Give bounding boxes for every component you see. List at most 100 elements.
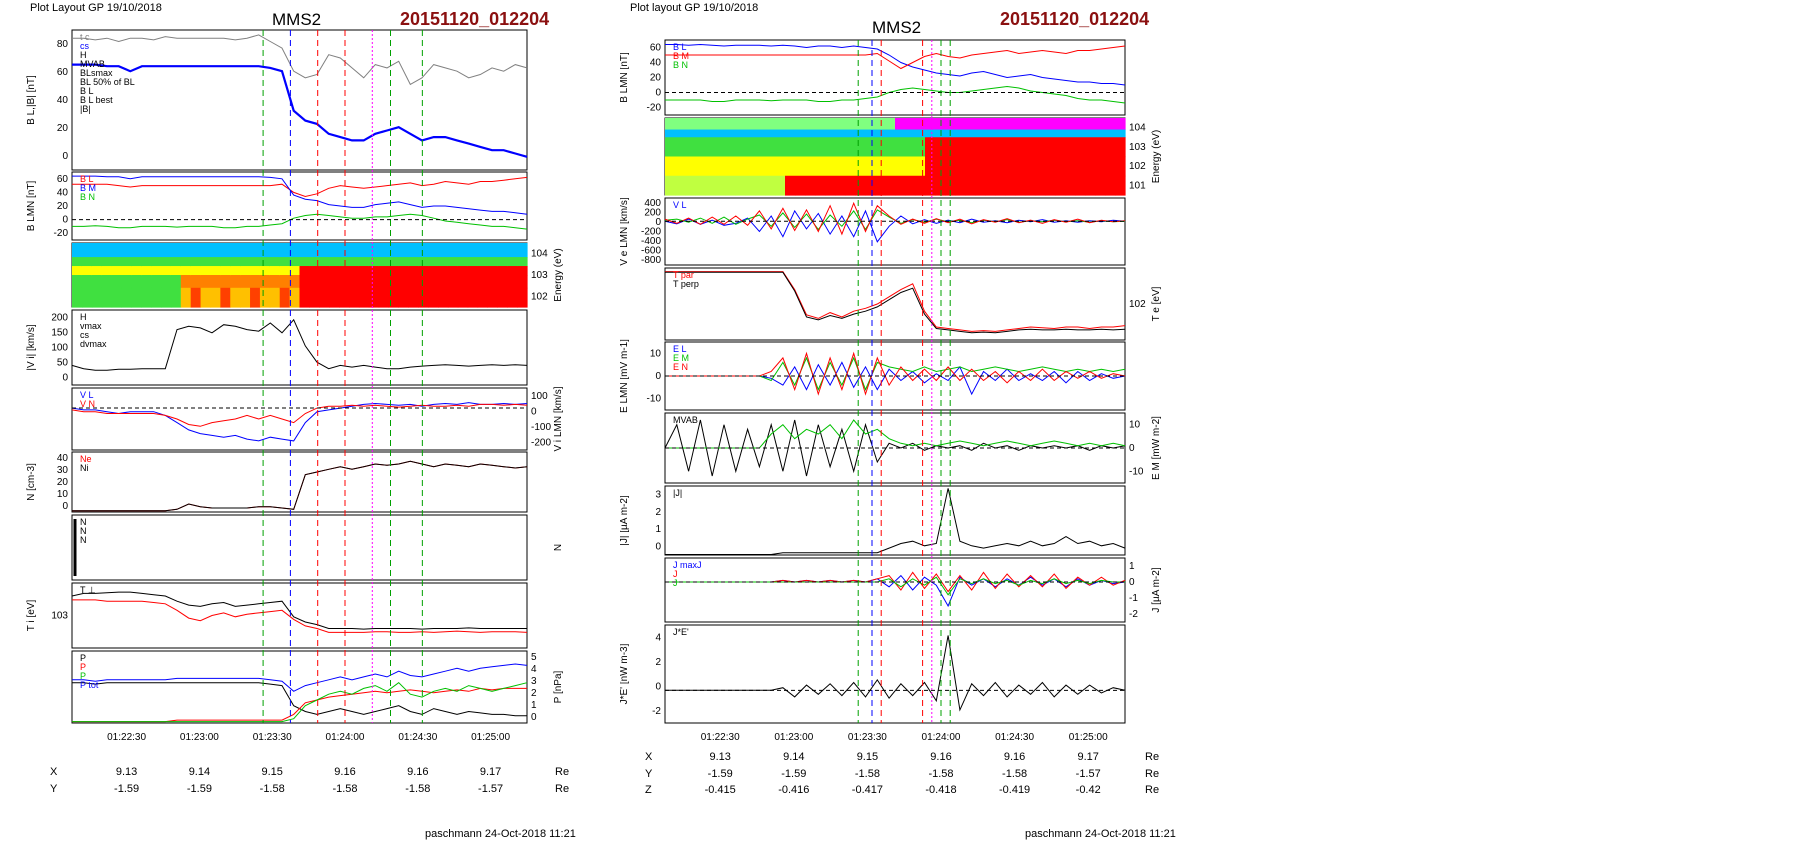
- right-panel-1-spec-cell: [1025, 129, 1036, 138]
- left-panel-4-ytick: 100: [531, 391, 548, 402]
- left-ephemeris-value: 9.17: [480, 766, 501, 778]
- right-panel-1-spec-cell: [865, 175, 876, 196]
- left-panel-4-series-1-line: [71, 403, 528, 427]
- left-panel-2-spec-cell: [279, 243, 291, 258]
- left-panel-2-spec-cell: [170, 275, 182, 289]
- left-panel-2-spec-cell: [477, 275, 489, 289]
- left-panel-4-frame: [71, 387, 528, 451]
- left-panel-2-spec-cell: [408, 275, 419, 289]
- left-panel-2-spec-cell: [398, 257, 409, 267]
- right-panel-1-spec-cell: [875, 175, 886, 196]
- left-panel-2-spec-cell: [72, 275, 83, 289]
- left-panel-2-spec-cell: [507, 266, 518, 276]
- right-panel-1-spec-cell: [735, 156, 746, 177]
- left-panel-2-spec-cell: [91, 275, 103, 289]
- left-panel-2-spec-cell: [210, 266, 221, 276]
- left-panel-2-spec-cell: [457, 257, 469, 267]
- left-panel-2-spec-cell: [289, 287, 301, 308]
- right-panel-1-spec-cell: [725, 118, 736, 131]
- right-ephemeris-unit: Re: [1145, 751, 1159, 763]
- right-panel-1-spec-cell: [1015, 175, 1026, 196]
- right-panel-2-series-0-line: [664, 209, 1126, 243]
- right-panel-4-ytick: -10: [647, 394, 662, 405]
- left-panel-2-spec-cell: [329, 257, 340, 267]
- right-panel-6-legend-item: |J|: [673, 488, 682, 498]
- right-panel-1-spec-cell: [1025, 175, 1036, 196]
- left-panel-2-spec-cell: [180, 287, 192, 308]
- right-panel-1-spec-cell: [715, 137, 726, 158]
- left-panel-2-spec-cell: [190, 257, 202, 267]
- left-panel-4-legend-item: V N: [80, 399, 95, 409]
- right-panel-2-ytick: 200: [644, 207, 661, 218]
- left-panel-2-spec-cell: [368, 243, 380, 258]
- right-panel-0-ytick: 60: [650, 43, 662, 54]
- right-panel-1-spec-cell: [765, 156, 776, 177]
- right-panel-1-spec-cell: [845, 156, 856, 177]
- right-ephemeris-label: Z: [645, 784, 652, 796]
- right-panel-1-spec-cell: [785, 129, 796, 138]
- right-panel-1-spec-cell: [775, 156, 786, 177]
- left-panel-2-spec-cell: [467, 266, 479, 276]
- right-panel-1-spec-cell: [1105, 118, 1116, 131]
- left-panel-3-legend-item: H: [80, 312, 87, 322]
- right-panel-1-spec-cell: [955, 156, 966, 177]
- left-panel-2-spec-cell: [220, 275, 231, 289]
- right-panel-1-spec-cell: [895, 137, 906, 158]
- left-panel-2-spec-cell: [388, 266, 400, 276]
- left-panel-2-spec-cell: [358, 243, 370, 258]
- right-panel-1-spec-cell: [1045, 175, 1056, 196]
- left-panel-2-spec-cell: [418, 266, 429, 276]
- left-panel-2-spec-cell: [319, 275, 330, 289]
- right-panel-1-spec-cell: [725, 137, 736, 158]
- right-panel-1-spec-cell: [825, 137, 836, 158]
- left-panel-2-spec-cell: [447, 275, 459, 289]
- right-panel-1-spec-cell: [905, 137, 916, 158]
- right-panel-1-spec-cell: [825, 175, 836, 196]
- right-panel-1-spec-cell: [1075, 175, 1086, 196]
- right-panel-1-spec-cell: [985, 137, 996, 158]
- right-panel-1-spec-cell: [675, 175, 686, 196]
- right-panel-1-spec-cell: [1025, 118, 1036, 131]
- right-panel-1-spec-cell: [1115, 175, 1126, 196]
- left-time-label: 01:22:30: [107, 732, 146, 743]
- left-panel-2-spec-cell: [121, 243, 132, 258]
- right-panel-2-ytick: -600: [641, 246, 661, 257]
- left-panel-2-spec-cell: [91, 266, 103, 276]
- left-panel-2-spec-cell: [368, 287, 380, 308]
- right-panel-3-legend-item: T par: [673, 270, 694, 280]
- right-panel-1-spec-cell: [745, 129, 756, 138]
- left-panel-0-legend-item: BLsmax: [80, 68, 113, 78]
- right-panel-1-spec-cell: [965, 175, 976, 196]
- right-panel-1-spec-cell: [945, 156, 956, 177]
- left-panel-2-spec-cell: [200, 257, 212, 267]
- right-panel-1-spec-cell: [725, 175, 736, 196]
- right-panel-1-spec-cell: [955, 118, 966, 131]
- right-panel-1-spec-cell: [1035, 129, 1046, 138]
- left-panel-5-ytick: 40: [57, 453, 69, 464]
- right-panel-1-spec-cell: [815, 175, 826, 196]
- right-ephemeris-value: -1.57: [1076, 768, 1101, 780]
- left-panel-2-spec-cell: [180, 257, 192, 267]
- right-panel-1-spec-cell: [1005, 137, 1016, 158]
- right-panel-1-spec-cell: [805, 156, 816, 177]
- right-panel-1-spec-cell: [905, 175, 916, 196]
- left-panel-2-spec-cell: [210, 257, 221, 267]
- left-panel-3-legend-item: dvmax: [80, 339, 107, 349]
- left-panel-8-series-0-line: [72, 682, 527, 717]
- right-panel-1-spec-cell: [725, 156, 736, 177]
- right-panel-1-spec-cell: [685, 118, 696, 131]
- right-panel-3-series-0-line: [665, 271, 1126, 332]
- right-panel-7-ytick: 1: [1129, 561, 1135, 572]
- left-panel-2-spec-cell: [240, 257, 251, 267]
- right-panel-1-spec-cell: [885, 137, 896, 158]
- left-panel-2-spec-cell: [131, 266, 142, 276]
- right-panel-1-spec-cell: [1085, 175, 1096, 196]
- left-panel-2-spec-cell: [240, 275, 251, 289]
- left-panel-0-frame: [71, 29, 528, 171]
- right-panel-1-spec-cell: [895, 156, 906, 177]
- left-ephemeris-value: 9.14: [189, 766, 210, 778]
- right-panel-8-frame: [664, 624, 1126, 724]
- right-panel-1-spec-cell: [1045, 129, 1056, 138]
